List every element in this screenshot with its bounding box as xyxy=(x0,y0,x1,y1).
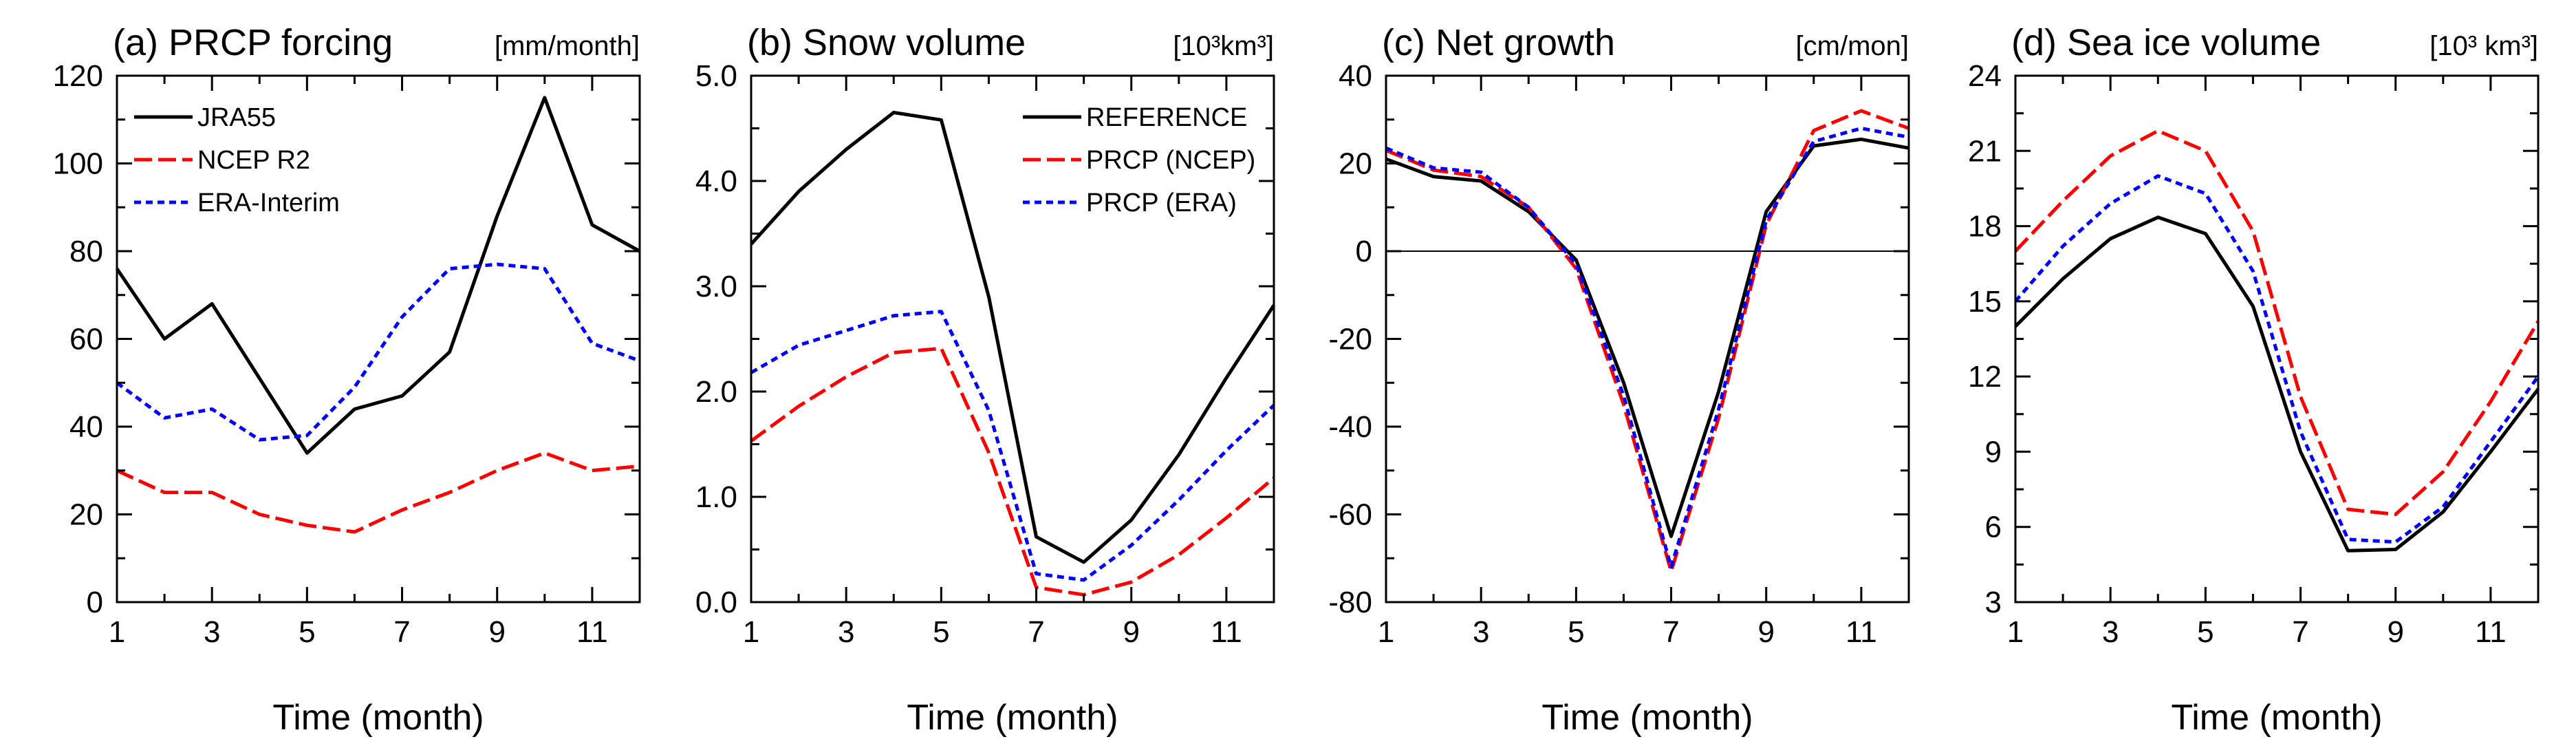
x-axis-label: Time (month) xyxy=(2171,698,2382,738)
y-tick-label: -80 xyxy=(1328,586,1372,619)
panel-title: (d) Sea ice volume xyxy=(2011,22,2321,63)
y-tick-label: 20 xyxy=(1339,147,1372,181)
x-tick-label: 5 xyxy=(299,615,315,649)
x-axis-label: Time (month) xyxy=(907,698,1118,738)
y-tick-label: 80 xyxy=(69,235,103,268)
legend-label-1: REFERENCE xyxy=(1086,103,1247,132)
y-tick-label: -60 xyxy=(1328,498,1372,532)
series-line-2 xyxy=(1385,109,1909,573)
x-tick-label: 1 xyxy=(2007,615,2024,649)
legend-label-3: PRCP (ERA) xyxy=(1086,189,1237,217)
y-tick-label: 120 xyxy=(53,59,103,93)
legend-label-1: JRA55 xyxy=(197,103,276,132)
series-line-3 xyxy=(750,310,1275,582)
x-tick-label: 1 xyxy=(1378,615,1394,649)
y-tick-label: 3 xyxy=(1985,586,2002,619)
panel-title: (b) Snow volume xyxy=(747,22,1026,63)
x-tick-label: 7 xyxy=(1663,615,1679,649)
x-tick-label: 9 xyxy=(1757,615,1774,649)
y-tick-label: 60 xyxy=(69,323,103,356)
legend-label-2: PRCP (NCEP) xyxy=(1086,146,1255,175)
legend: JRA55 NCEP R2 ERA-Interim xyxy=(134,103,340,217)
panel-unit: [mm/month] xyxy=(495,31,640,61)
series-line-1 xyxy=(115,96,641,455)
y-tick-label: 0 xyxy=(1356,235,1372,268)
x-tick-label: 9 xyxy=(488,615,505,649)
x-tick-label: 1 xyxy=(109,615,125,649)
series-line-2 xyxy=(750,346,1275,597)
y-tick-label: 0 xyxy=(87,586,103,619)
x-tick-label: 5 xyxy=(2197,615,2214,649)
y-tick-label: 0.0 xyxy=(695,586,737,619)
x-tick-label: 3 xyxy=(1473,615,1489,649)
y-tick-label: 24 xyxy=(1968,59,2002,93)
y-tick-label: 21 xyxy=(1968,134,2002,168)
series-line-2 xyxy=(116,451,640,534)
x-tick-label: 9 xyxy=(2387,615,2403,649)
chart-panel-2: (b) Snow volume [10³km³] 1 3 5 7 9 11 0.0 1.0 2.0 3… xyxy=(695,22,1276,738)
panel-title: (c) Net growth xyxy=(1382,22,1615,63)
chart-panel-1: (a) PRCP forcing [mm/month] 1 3 5 7 9 11 0 20 40 60… xyxy=(53,22,641,738)
y-tick-label: -40 xyxy=(1328,410,1372,444)
x-tick-label: 11 xyxy=(576,615,608,649)
x-tick-label: 3 xyxy=(838,615,854,649)
series-line-1 xyxy=(1385,137,1909,538)
x-tick-label: 5 xyxy=(1568,615,1584,649)
y-tick-label: 40 xyxy=(69,410,103,444)
x-tick-label: 1 xyxy=(743,615,759,649)
series-line-3 xyxy=(2014,174,2540,544)
panel-unit: [10³ km³] xyxy=(2429,31,2538,61)
y-tick-label: 40 xyxy=(1339,59,1372,93)
plot-frame xyxy=(1385,74,1910,603)
chart-panel-3: (c) Net growth [cm/mon] 1 3 5 7 9 11 -80 -60 -40 -2… xyxy=(1328,22,1910,738)
x-tick-label: 5 xyxy=(933,615,949,649)
y-tick-label: 6 xyxy=(1985,511,2002,544)
legend: REFERENCE PRCP (NCEP) PRCP (ERA) xyxy=(1023,103,1255,217)
chart-panel-4: (d) Sea ice volume [10³ km³]1 3 5 7 9 11369121… xyxy=(1968,22,2540,738)
x-tick-label: 7 xyxy=(2292,615,2308,649)
series-line-1 xyxy=(750,111,1276,564)
y-tick-label: 2.0 xyxy=(695,375,737,409)
y-tick-label: 1.0 xyxy=(695,480,737,514)
y-tick-label: 9 xyxy=(1985,435,2002,469)
x-tick-label: 3 xyxy=(2102,615,2119,649)
legend-label-2: NCEP R2 xyxy=(197,146,310,175)
series-line-1 xyxy=(2014,215,2540,553)
series-line-2 xyxy=(2014,129,2540,516)
series-line-3 xyxy=(116,262,640,442)
y-tick-label: -20 xyxy=(1328,323,1372,356)
y-tick-label: 3.0 xyxy=(695,270,737,303)
y-tick-label: 15 xyxy=(1968,285,2002,319)
x-tick-label: 7 xyxy=(393,615,410,649)
y-tick-label: 20 xyxy=(69,498,103,532)
plot-frame xyxy=(2014,74,2540,603)
x-axis-label: Time (month) xyxy=(1541,698,1753,738)
y-tick-label: 18 xyxy=(1968,210,2002,244)
panel-unit: [10³km³] xyxy=(1173,31,1274,61)
plot-frame xyxy=(116,74,641,603)
x-tick-label: 9 xyxy=(1123,615,1139,649)
x-tick-label: 11 xyxy=(1211,615,1242,649)
y-tick-label: 100 xyxy=(53,147,103,181)
x-tick-label: 3 xyxy=(204,615,220,649)
panel-title: (a) PRCP forcing xyxy=(113,22,393,63)
panel-unit: [cm/mon] xyxy=(1796,31,1909,61)
x-axis-label: Time (month) xyxy=(272,698,484,738)
y-tick-label: 12 xyxy=(1968,360,2002,394)
x-tick-label: 11 xyxy=(2475,615,2507,649)
legend-label-3: ERA-Interim xyxy=(197,189,340,217)
y-tick-label: 5.0 xyxy=(695,59,737,93)
y-tick-label: 4.0 xyxy=(695,164,737,198)
x-tick-label: 7 xyxy=(1028,615,1044,649)
series-line-3 xyxy=(1385,127,1909,569)
x-tick-label: 11 xyxy=(1846,615,1877,649)
